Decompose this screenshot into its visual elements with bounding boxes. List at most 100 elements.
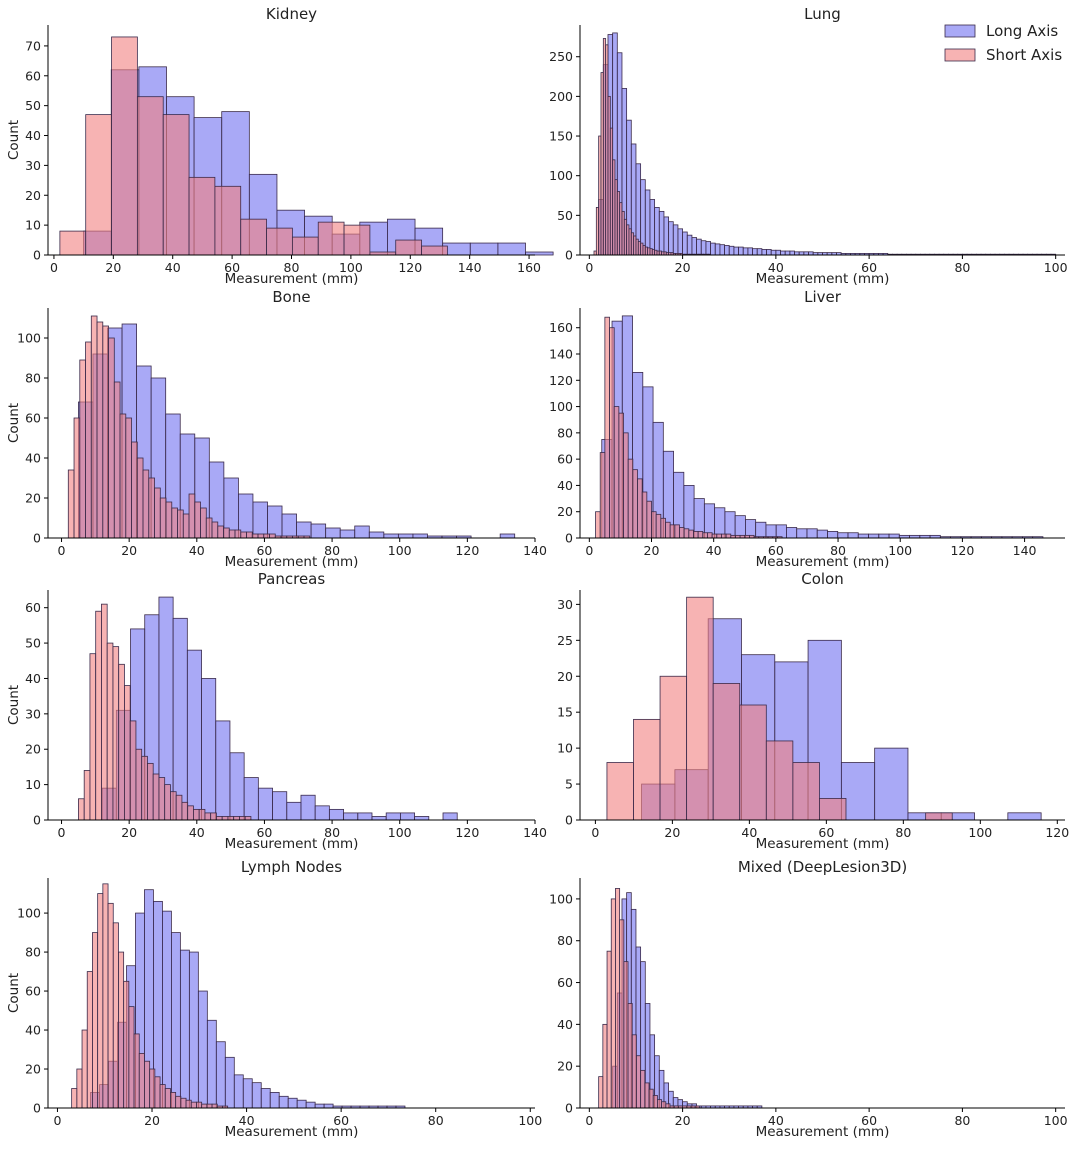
short-axis-bar <box>721 533 727 539</box>
x-axis-label: Measurement (mm) <box>756 836 890 852</box>
y-tick-label: 0 <box>33 248 41 263</box>
x-tick-label: 40 <box>768 1113 784 1128</box>
y-tick-label: 40 <box>25 128 41 143</box>
long-axis-bar <box>775 249 781 256</box>
short-axis-bar <box>599 452 606 539</box>
short-axis-bar <box>112 646 120 821</box>
short-axis-bar <box>106 642 114 821</box>
short-axis-bar <box>113 381 121 539</box>
short-axis-bar <box>79 359 86 539</box>
short-axis-bar <box>640 1069 646 1109</box>
x-tick-label: 60 <box>256 543 272 558</box>
long-axis-bar <box>705 241 711 256</box>
x-tick-label: 80 <box>428 1113 444 1128</box>
y-tick-label: 80 <box>25 945 41 960</box>
short-axis-bar <box>108 337 115 539</box>
long-axis-bar <box>847 532 859 539</box>
short-axis-bar <box>97 893 104 1109</box>
short-axis-bar <box>657 1099 663 1109</box>
long-axis-bar <box>296 521 312 539</box>
long-axis-bar <box>868 533 880 539</box>
short-axis-bar <box>244 816 252 821</box>
long-axis-bar <box>677 228 683 256</box>
long-axis-bar <box>269 1092 280 1109</box>
short-axis-bar <box>102 883 109 1109</box>
short-axis-bar <box>665 1103 671 1109</box>
short-axis-bar <box>133 1033 140 1109</box>
short-axis-bar <box>194 501 201 539</box>
short-axis-bar <box>73 417 81 539</box>
long-axis-bar <box>442 812 458 821</box>
short-axis-bar <box>652 1095 658 1109</box>
short-axis-bar <box>266 227 293 256</box>
long-axis-bar <box>278 1095 289 1109</box>
long-axis-bar <box>700 240 707 256</box>
short-axis-bar <box>221 816 229 821</box>
x-tick-label: 120 <box>1045 825 1069 840</box>
short-axis-bar <box>819 798 847 821</box>
long-axis-bar <box>233 1074 244 1109</box>
long-axis-bar <box>354 525 370 539</box>
x-tick-label: 0 <box>58 825 66 840</box>
long-axis-bar <box>188 951 199 1109</box>
long-axis-bar <box>663 216 670 256</box>
short-axis-bar <box>739 704 767 821</box>
panel-colon: 0 20 40 60 80 100 120 0 5 10 15 20 25 30 Colon Measurem… <box>557 570 1069 852</box>
panel-title: Pancreas <box>258 570 326 588</box>
long-axis-bar <box>325 527 341 539</box>
short-axis-bar <box>152 773 160 821</box>
x-axis-label: Measurement (mm) <box>756 554 890 570</box>
long-axis-bar <box>766 249 772 256</box>
x-tick-label: 80 <box>324 543 340 558</box>
long-axis-bar <box>170 932 181 1109</box>
x-tick-label: 20 <box>144 1113 160 1128</box>
legend-long-label: Long Axis <box>986 22 1058 40</box>
x-tick-label: 20 <box>664 825 680 840</box>
long-axis-bar <box>272 791 288 821</box>
short-axis-bar <box>707 532 713 539</box>
x-tick-label: 100 <box>388 543 412 558</box>
short-axis-bar <box>170 791 177 821</box>
legend-long-swatch <box>944 24 976 38</box>
short-axis-bar <box>606 762 634 821</box>
short-axis-bar <box>188 493 196 539</box>
long-axis-bar <box>728 245 735 256</box>
short-axis-bar <box>201 1103 208 1109</box>
short-axis-bar <box>76 1068 83 1109</box>
y-tick-label: 0 <box>565 531 573 546</box>
short-axis-bar <box>257 533 265 539</box>
y-tick-label: 10 <box>557 741 573 756</box>
y-tick-label: 15 <box>557 705 573 720</box>
y-tick-label: 40 <box>557 1017 573 1032</box>
long-axis-bar <box>874 747 909 821</box>
short-axis-bar <box>716 533 722 539</box>
long-axis-bar <box>827 531 839 539</box>
short-axis-bar <box>112 922 119 1109</box>
legend-short-label: Short Axis <box>986 46 1062 64</box>
x-tick-label: 0 <box>58 543 66 558</box>
y-tick-label: 0 <box>33 1101 41 1116</box>
short-axis-bar <box>119 413 127 539</box>
y-tick-label: 10 <box>25 218 41 233</box>
short-axis-bar <box>623 432 629 539</box>
y-tick-label: 100 <box>17 906 41 921</box>
long-axis-bar <box>710 242 716 256</box>
x-axis-label: Measurement (mm) <box>756 1124 890 1140</box>
y-tick-label: 50 <box>25 98 41 113</box>
short-axis-bar <box>641 491 648 539</box>
panel-pancreas: 0 20 40 60 80 100 120 140 0 10 20 30 40 50 60 Pancreas M… <box>6 570 547 852</box>
long-axis-bar <box>734 515 746 539</box>
short-axis-bar <box>648 1088 654 1109</box>
short-axis-bar <box>211 521 219 539</box>
y-tick-label: 150 <box>549 129 573 144</box>
y-tick-label: 20 <box>557 504 573 519</box>
x-tick-label: 60 <box>333 1113 349 1128</box>
y-tick-label: 40 <box>557 478 573 493</box>
x-tick-label: 60 <box>768 543 784 558</box>
y-tick-label: 250 <box>549 49 573 64</box>
y-tick-label: 60 <box>557 452 573 467</box>
short-axis-bar <box>343 224 371 256</box>
y-tick-label: 10 <box>25 777 41 792</box>
x-tick-label: 80 <box>895 825 911 840</box>
long-axis-bar <box>733 246 739 256</box>
